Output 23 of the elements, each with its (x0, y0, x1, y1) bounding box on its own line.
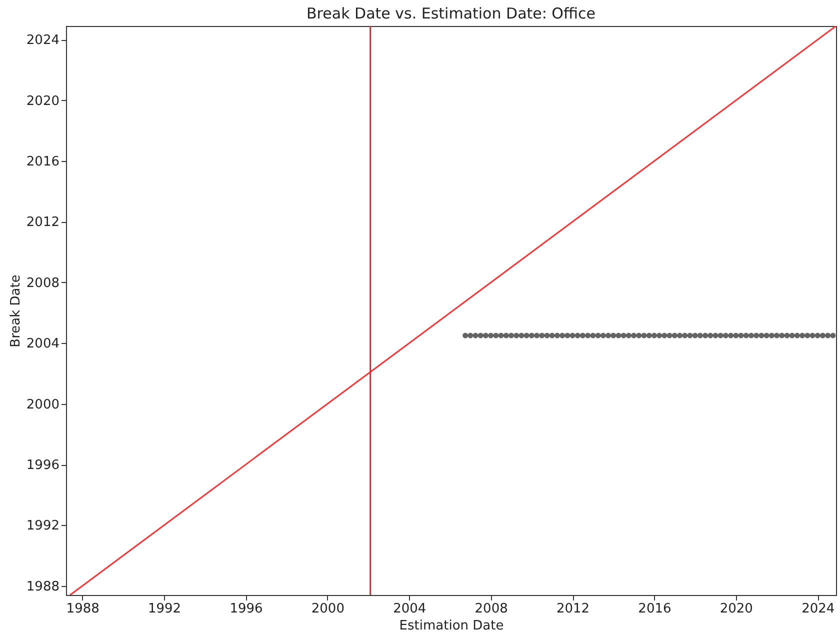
y-tick-label: 2000 (26, 397, 60, 412)
x-tick-label: 2012 (556, 602, 590, 616)
y-tick-label: 2016 (26, 154, 60, 170)
y-axis-title: Break Date (8, 274, 24, 348)
y-tick-label: 2020 (26, 94, 60, 109)
y-tick-label: 2004 (26, 336, 60, 352)
x-tick-label: 2004 (393, 602, 426, 616)
chart-title: Break Date vs. Estimation Date: Office (306, 4, 596, 22)
x-tick-label: 2020 (720, 602, 753, 616)
y-tick-label: 2012 (26, 215, 60, 230)
x-tick-label: 1996 (230, 602, 263, 616)
y-tick-label: 1992 (26, 518, 60, 534)
y-tick-label: 1988 (26, 579, 60, 594)
y-tick-label: 1996 (26, 458, 60, 474)
x-axis-title: Estimation Date (399, 618, 504, 634)
y-tick-label: 2024 (26, 33, 60, 48)
x-tick-label: 2008 (474, 602, 508, 616)
x-tick-label: 2016 (638, 602, 672, 616)
x-tick-label: 1992 (148, 602, 182, 616)
x-tick-label: 2000 (311, 602, 344, 616)
y-tick-label: 2008 (26, 276, 60, 291)
x-tick-label: 2024 (802, 602, 835, 616)
x-tick-label: 1988 (66, 602, 100, 616)
